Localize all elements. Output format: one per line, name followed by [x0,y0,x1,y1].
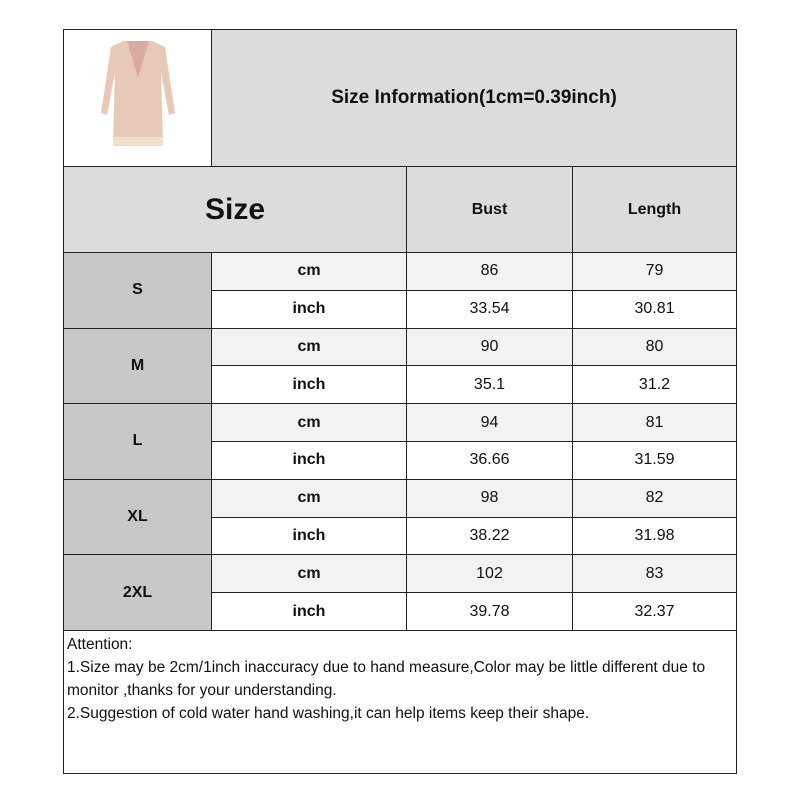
table-row: cm 94 81 [212,404,736,442]
header-size: Size [64,167,407,252]
length-value: 31.98 [634,526,675,544]
length-value: 31.2 [638,375,671,393]
table-row: inch 36.66 31.59 [212,441,736,479]
header-bust: Bust [407,167,573,252]
bust-value: 102 [407,555,573,593]
page-title: Size Information(1cm=0.39inch) [212,30,736,166]
title-row: Size Information(1cm=0.39inch) [64,30,736,167]
dress-image [100,41,175,146]
size-label: M [64,328,212,404]
size-label: 2XL [64,555,212,630]
size-group-M: M cm 90 80 inch 35.1 31.2 [64,328,736,405]
unit-label: cm [212,404,407,441]
unit-label: cm [212,555,407,593]
unit-label: inch [212,517,407,555]
unit-label: inch [212,441,407,479]
bust-value: 94 [407,404,573,441]
bust-value: 86 [407,253,573,290]
table-row: cm 86 79 [212,253,736,291]
size-label: S [64,253,212,328]
notes-heading: Attention: [67,635,133,653]
bust-value: 38.22 [407,517,573,555]
table-row: inch 38.22 31.98 [212,517,736,555]
table-row: cm 98 82 [212,479,736,518]
bust-value: 90 [407,328,573,366]
length-value: 82 [645,489,664,507]
unit-label: cm [212,328,407,366]
header-row: Size Bust Length [64,167,736,253]
unit-label: cm [212,479,407,517]
table-row: inch 39.78 32.37 [212,593,736,630]
size-group-2XL: 2XL cm 102 83 inch 39.78 32.37 [64,555,736,631]
bust-value: 35.1 [407,366,573,404]
size-group-XL: XL cm 98 82 inch 38.22 31.98 [64,479,736,556]
size-group-S: S cm 86 79 inch 33.54 30.81 [64,253,736,329]
note-1: 1.Size may be 2cm/1inch inaccuracy due t… [67,658,706,699]
bust-value: 36.66 [407,441,573,479]
size-label: XL [64,479,212,555]
unit-label: inch [212,593,407,630]
unit-label: inch [212,366,407,404]
product-image [64,30,212,166]
note-2: 2.Suggestion of cold water hand washing,… [67,704,590,722]
length-value: 80 [645,337,664,355]
table-row: cm 90 80 [212,328,736,367]
bust-value: 33.54 [407,290,573,328]
bust-value: 98 [407,479,573,517]
bust-value: 39.78 [407,593,573,630]
header-length: Length [627,200,682,218]
size-group-L: L cm 94 81 inch 36.66 31.59 [64,404,736,480]
length-value: 83 [645,564,664,582]
length-value: 81 [645,413,664,431]
table-row: inch 35.1 31.2 [212,366,736,404]
size-label: L [64,404,212,479]
length-value: 31.59 [634,451,675,469]
unit-label: cm [212,253,407,290]
size-chart-table: Size Information(1cm=0.39inch) Size Bust… [63,29,737,774]
table-row: cm 102 83 [212,555,736,594]
unit-label: inch [212,290,407,328]
table-row: inch 33.54 30.81 [212,290,736,328]
length-value: 79 [645,262,664,280]
notes: Attention: 1.Size may be 2cm/1inch inacc… [64,631,736,773]
length-value: 30.81 [634,300,675,318]
length-value: 32.37 [634,602,675,620]
